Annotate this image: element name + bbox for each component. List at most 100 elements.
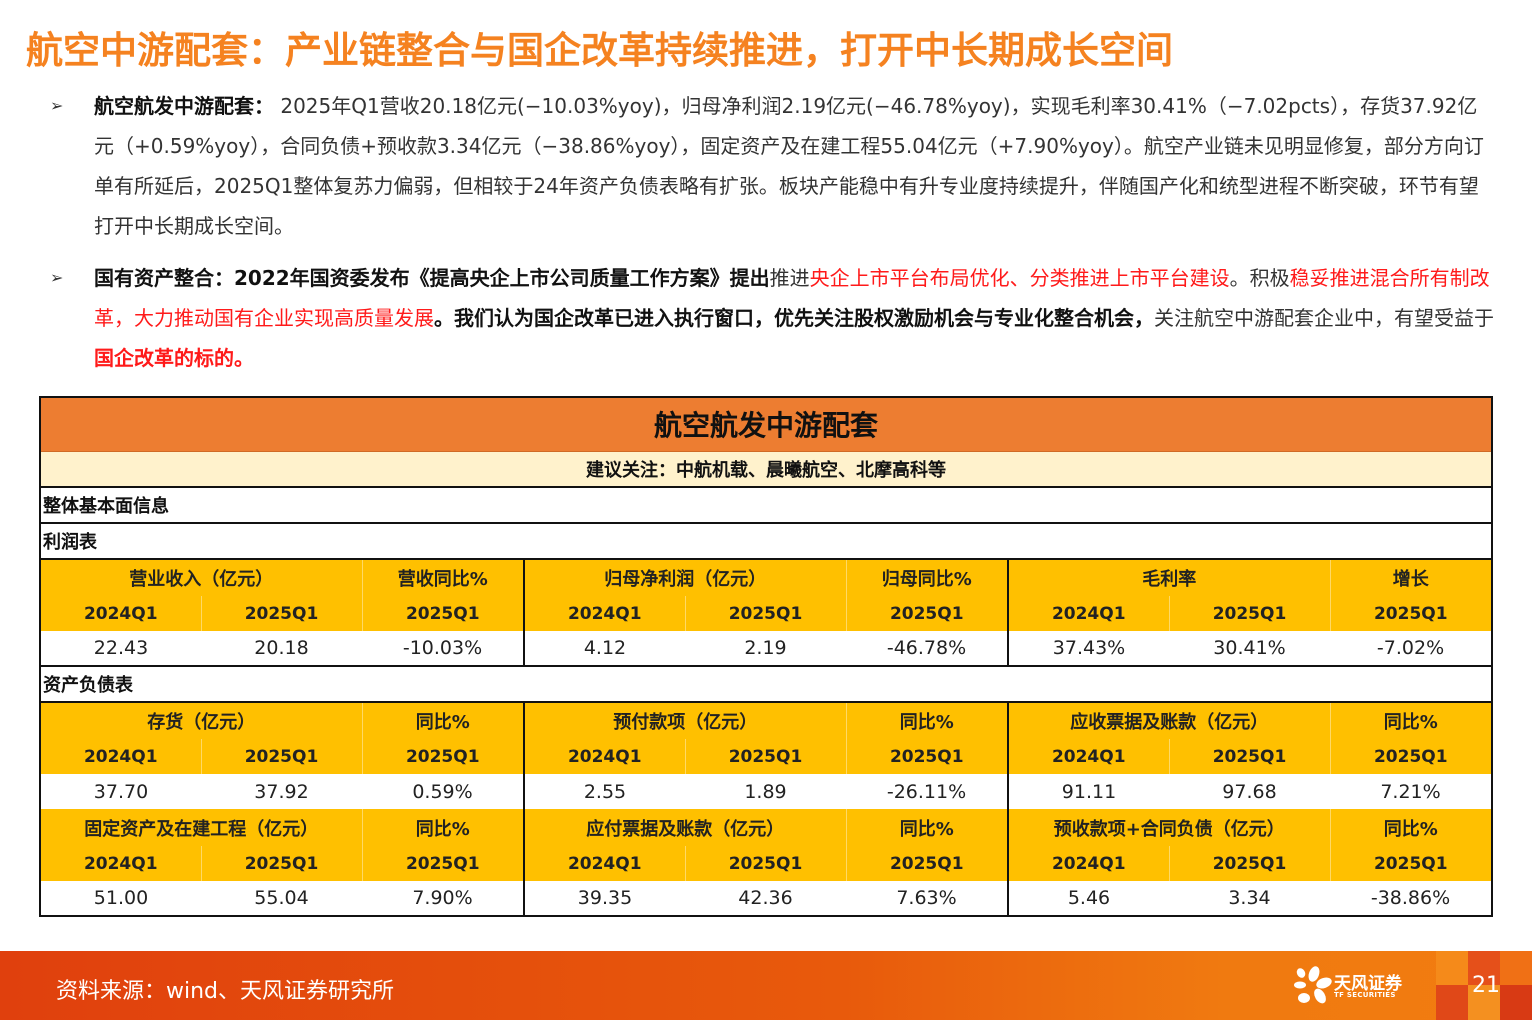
period-header: 2025Q1 xyxy=(201,846,363,881)
period-header: 2025Q1 xyxy=(685,596,847,631)
value-cell: 2.55 xyxy=(524,774,685,809)
period-header: 2024Q1 xyxy=(40,596,202,631)
bullet-opinion: 。我们认为国企改革已进入执行窗口，优先关注股权激励机会与专业化整合机会， xyxy=(434,306,1154,330)
period-header: 2025Q1 xyxy=(846,596,1009,631)
bullet-midstream-summary: ➢ 航空航发中游配套： 2025年Q1营收20.18亿元(−10.03%yoy)… xyxy=(46,86,1496,246)
table-subtitle: 建议关注：中航机载、晨曦航空、北摩高科等 xyxy=(40,451,1493,488)
table-row: 51.00 55.04 7.90% 39.35 42.36 7.63% 5.46… xyxy=(40,881,1493,916)
change-header: 归母同比% xyxy=(846,559,1009,596)
section-income-statement: 利润表 xyxy=(40,523,1493,560)
bullet-text: 推进 xyxy=(769,266,810,290)
table-row: 固定资产及在建工程（亿元） 同比% 应付票据及账款（亿元） 同比% 预收款项+合… xyxy=(40,809,1493,846)
change-header: 同比% xyxy=(1330,702,1493,739)
value-cell: 37.43% xyxy=(1008,631,1169,667)
value-cell: -10.03% xyxy=(362,631,525,667)
highlight-text: 央企上市平台布局优化、分类推进上市平台建设 xyxy=(809,266,1230,290)
table-row: 2024Q1 2025Q1 2025Q1 2024Q1 2025Q1 2025Q… xyxy=(40,739,1493,774)
bullet-heading: 航空航发中游配套： xyxy=(94,94,274,118)
source-note: 资料来源：wind、天风证券研究所 xyxy=(56,979,395,1004)
value-cell: -38.86% xyxy=(1330,881,1493,916)
period-header: 2025Q1 xyxy=(1330,739,1493,774)
period-header: 2025Q1 xyxy=(201,739,363,774)
period-header: 2024Q1 xyxy=(1008,739,1170,774)
period-header: 2025Q1 xyxy=(685,846,847,881)
arrow-bullet-icon: ➢ xyxy=(50,96,64,115)
value-cell: 7.63% xyxy=(846,881,1009,916)
change-header: 增长 xyxy=(1330,559,1493,596)
value-cell: 7.90% xyxy=(362,881,525,916)
page-title: 航空中游配套：产业链整合与国企改革持续推进，打开中长期成长空间 xyxy=(26,29,1173,72)
metric-header: 预付款项（亿元） xyxy=(524,702,847,739)
period-header: 2025Q1 xyxy=(1330,596,1493,631)
period-header: 2024Q1 xyxy=(1008,596,1170,631)
value-cell: 55.04 xyxy=(201,881,362,916)
period-header: 2024Q1 xyxy=(1008,846,1170,881)
period-header: 2025Q1 xyxy=(1330,846,1493,881)
table-row: 2024Q1 2025Q1 2025Q1 2024Q1 2025Q1 2025Q… xyxy=(40,846,1493,881)
metric-header: 固定资产及在建工程（亿元） xyxy=(40,809,363,846)
section-overview: 整体基本面信息 xyxy=(40,487,1493,524)
bullet-body: 2025年Q1营收20.18亿元(−10.03%yoy)，归母净利润2.19亿元… xyxy=(94,94,1484,238)
bullet-list: ➢ 航空航发中游配套： 2025年Q1营收20.18亿元(−10.03%yoy)… xyxy=(46,86,1496,378)
table-row: 存货（亿元） 同比% 预付款项（亿元） 同比% 应收票据及账款（亿元） 同比% xyxy=(40,702,1493,739)
bullet-heading: 国有资产整合：2022年国资委发布《提高央企上市公司质量工作方案》提出 xyxy=(94,266,770,290)
period-header: 2025Q1 xyxy=(846,739,1009,774)
bullet-text: 关注航空中游配套企业中，有望受益于 xyxy=(1154,306,1494,330)
period-header: 2024Q1 xyxy=(40,739,202,774)
change-header: 同比% xyxy=(1330,809,1493,846)
company-logo: 天风证券 TF SECURITIES xyxy=(1292,965,1412,1007)
value-cell: 5.46 xyxy=(1008,881,1169,916)
value-cell: -26.11% xyxy=(846,774,1009,809)
arrow-bullet-icon: ➢ xyxy=(50,268,64,287)
value-cell: -46.78% xyxy=(846,631,1009,667)
period-header: 2025Q1 xyxy=(1169,739,1331,774)
metric-header: 应付票据及账款（亿元） xyxy=(524,809,847,846)
footer-bar: 资料来源：wind、天风证券研究所 天风证券 TF SECURITIES 21 xyxy=(0,951,1532,1020)
metric-header: 应收票据及账款（亿元） xyxy=(1008,702,1331,739)
value-cell: 2.19 xyxy=(685,631,846,667)
metric-header: 毛利率 xyxy=(1008,559,1331,596)
table-row: 营业收入（亿元） 营收同比% 归母净利润（亿元） 归母同比% 毛利率 增长 xyxy=(40,559,1493,596)
value-cell: 97.68 xyxy=(1169,774,1330,809)
period-header: 2024Q1 xyxy=(524,739,686,774)
value-cell: 42.36 xyxy=(685,881,846,916)
period-header: 2025Q1 xyxy=(846,846,1009,881)
value-cell: 22.43 xyxy=(40,631,201,667)
value-cell: 1.89 xyxy=(685,774,846,809)
table-row: 22.43 20.18 -10.03% 4.12 2.19 -46.78% 37… xyxy=(40,631,1493,667)
value-cell: 3.34 xyxy=(1169,881,1330,916)
metric-header: 存货（亿元） xyxy=(40,702,363,739)
value-cell: 37.92 xyxy=(201,774,362,809)
period-header: 2025Q1 xyxy=(362,739,525,774)
value-cell: -7.02% xyxy=(1330,631,1493,667)
highlight-text: 国企改革的标的。 xyxy=(94,346,254,370)
value-cell: 0.59% xyxy=(362,774,525,809)
change-header: 同比% xyxy=(846,809,1009,846)
value-cell: 30.41% xyxy=(1169,631,1330,667)
metric-header: 预收款项+合同负债（亿元） xyxy=(1008,809,1331,846)
metric-header: 归母净利润（亿元） xyxy=(524,559,847,596)
logo-text: 天风证券 xyxy=(1334,974,1402,994)
value-cell: 37.70 xyxy=(40,774,201,809)
fundamentals-table: 航空航发中游配套 建议关注：中航机载、晨曦航空、北摩高科等 整体基本面信息 利润… xyxy=(39,396,1494,917)
decorative-squares xyxy=(1436,951,1532,1020)
value-cell: 20.18 xyxy=(201,631,362,667)
change-header: 营收同比% xyxy=(362,559,525,596)
highlight-text: 稳妥推进混合所有制改革，大力推动国有企业实现高质量发展 xyxy=(94,266,1490,330)
value-cell: 51.00 xyxy=(40,881,201,916)
table-row: 2024Q1 2025Q1 2025Q1 2024Q1 2025Q1 2025Q… xyxy=(40,596,1493,631)
value-cell: 91.11 xyxy=(1008,774,1169,809)
period-header: 2024Q1 xyxy=(40,846,202,881)
value-cell: 7.21% xyxy=(1330,774,1493,809)
bullet-soe-reform: ➢ 国有资产整合：2022年国资委发布《提高央企上市公司质量工作方案》提出推进央… xyxy=(46,258,1496,378)
period-header: 2025Q1 xyxy=(1169,846,1331,881)
section-balance-sheet: 资产负债表 xyxy=(40,666,1493,703)
period-header: 2025Q1 xyxy=(1169,596,1331,631)
period-header: 2025Q1 xyxy=(362,596,525,631)
change-header: 同比% xyxy=(362,809,525,846)
period-header: 2025Q1 xyxy=(201,596,363,631)
bullet-text: 。积极 xyxy=(1229,266,1290,290)
period-header: 2025Q1 xyxy=(685,739,847,774)
value-cell: 39.35 xyxy=(524,881,685,916)
page-number: 21 xyxy=(1472,973,1500,998)
